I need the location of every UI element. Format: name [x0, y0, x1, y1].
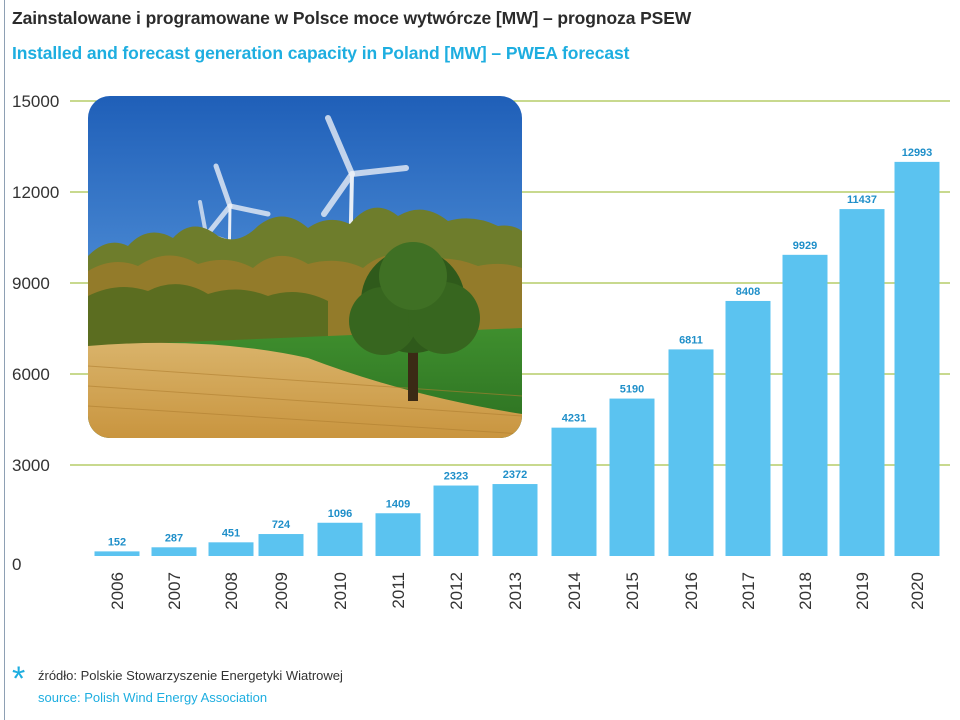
data-label: 12993 [902, 147, 933, 159]
y-tick-label: 6000 [12, 365, 50, 384]
x-tick-label: 2019 [853, 572, 872, 610]
source-english: source: Polish Wind Energy Association [38, 690, 268, 705]
bar [609, 398, 655, 556]
x-tick-label: 2007 [165, 572, 184, 610]
bar [668, 349, 714, 556]
x-tick-label: 2016 [682, 572, 701, 610]
source-polish: źródło: Polskie Stowarzyszenie Energetyk… [38, 668, 343, 683]
x-tick-label: 2018 [796, 572, 815, 610]
x-tick-label: 2014 [565, 572, 584, 610]
data-label: 8408 [736, 286, 760, 298]
data-label: 724 [272, 519, 291, 531]
bars [94, 161, 940, 557]
data-label: 451 [222, 527, 240, 539]
x-axis: 2006 2007 2008 2009 2010 2011 2012 2013 2014 2015… [108, 572, 927, 610]
bar [551, 427, 597, 556]
x-tick-label: 2008 [222, 572, 241, 610]
bar [208, 542, 254, 556]
x-tick-label: 2017 [739, 572, 758, 610]
data-label: 152 [108, 536, 126, 548]
y-axis: 0 3000 6000 9000 12000 15000 [12, 92, 59, 574]
data-label: 2372 [503, 469, 527, 481]
source-asterisk: * [12, 660, 26, 698]
data-label: 1096 [328, 508, 352, 520]
y-tick-label: 0 [12, 555, 21, 574]
bar [839, 209, 885, 556]
bar [94, 551, 140, 556]
chart-title-polish: Zainstalowane i programowane w Polsce mo… [12, 8, 692, 28]
data-label: 2323 [444, 471, 468, 483]
data-label: 9929 [793, 240, 817, 252]
data-label: 5190 [620, 384, 644, 396]
x-tick-label: 2006 [108, 572, 127, 610]
bar [782, 254, 828, 557]
data-label: 4231 [562, 413, 586, 425]
bar [433, 485, 479, 556]
bar [894, 161, 940, 556]
y-tick-label: 15000 [12, 92, 59, 111]
x-tick-label: 2010 [331, 572, 350, 610]
x-tick-label: 2015 [623, 572, 642, 610]
frame-border [4, 0, 5, 720]
x-tick-label: 2011 [389, 572, 408, 609]
y-tick-label: 9000 [12, 274, 50, 293]
x-tick-label: 2013 [506, 572, 525, 610]
data-label: 11437 [847, 194, 877, 206]
x-tick-label: 2009 [272, 572, 291, 610]
bar [375, 513, 421, 556]
bar [151, 547, 197, 556]
bar [258, 534, 304, 556]
y-tick-label: 12000 [12, 183, 59, 202]
bar [492, 484, 538, 556]
bar [317, 522, 363, 556]
data-label: 6811 [679, 334, 703, 346]
y-tick-label: 3000 [12, 456, 50, 475]
data-labels: 152 287 451 724 1096 1409 2323 2372 4231 5190 6811… [108, 147, 932, 549]
bar [725, 300, 771, 556]
x-tick-label: 2020 [908, 572, 927, 610]
chart-title-english: Installed and forecast generation capaci… [12, 43, 630, 63]
data-label: 287 [165, 532, 183, 544]
x-tick-label: 2012 [447, 572, 466, 610]
data-label: 1409 [386, 498, 410, 510]
wind-turbines-landscape-photo [88, 96, 522, 438]
